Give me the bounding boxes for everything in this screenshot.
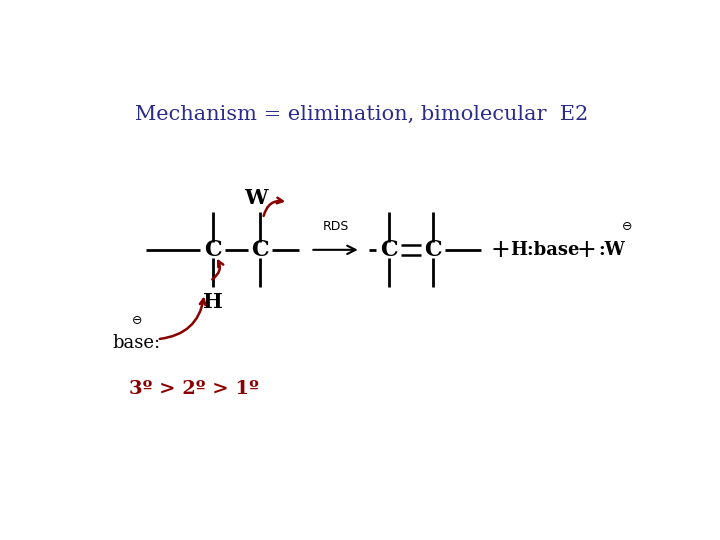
Text: ⊖: ⊖ (132, 314, 143, 327)
Text: 3º > 2º > 1º: 3º > 2º > 1º (129, 380, 259, 398)
Text: C: C (204, 239, 222, 261)
Text: :W: :W (598, 241, 625, 259)
Text: base:: base: (112, 334, 161, 353)
Text: +: + (577, 238, 596, 262)
Text: H: H (203, 292, 222, 312)
Text: C: C (251, 239, 269, 261)
Text: C: C (424, 239, 442, 261)
Text: H:base: H:base (510, 241, 580, 259)
Text: +: + (490, 238, 510, 262)
Text: W: W (244, 188, 267, 208)
Text: RDS: RDS (323, 220, 348, 233)
Text: Mechanism = elimination, bimolecular  E2: Mechanism = elimination, bimolecular E2 (135, 105, 588, 124)
Text: C: C (379, 239, 397, 261)
Text: ⊖: ⊖ (621, 220, 632, 233)
